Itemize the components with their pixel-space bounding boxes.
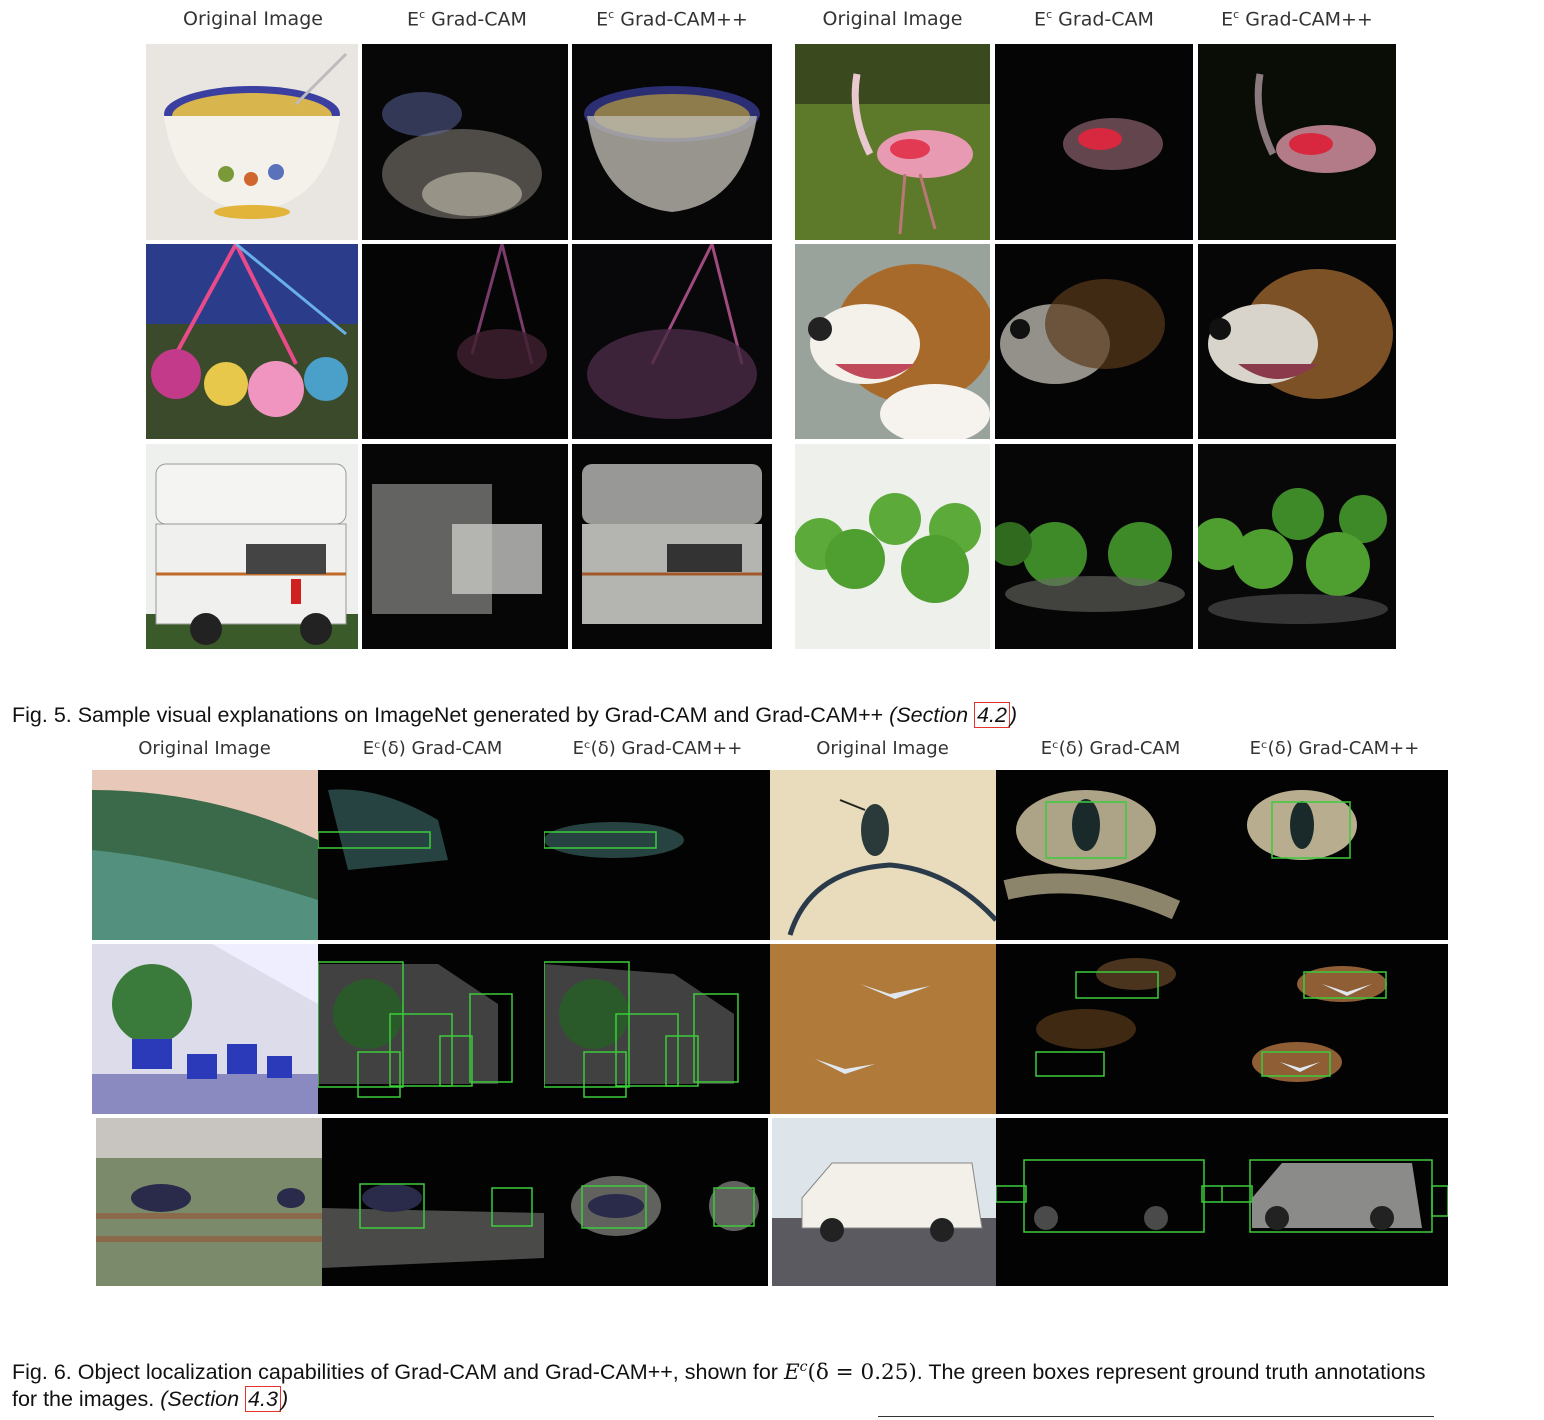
fig5-image-apples-gradcampp [1198, 444, 1396, 649]
fig6-image-hillside-original [92, 770, 318, 940]
dog-gradcam-heatmap [995, 244, 1193, 439]
horses-illustration [96, 1118, 322, 1286]
van-gradcampp-bbox [1222, 1118, 1448, 1286]
fig6-image-birds-gradcam [996, 944, 1222, 1114]
fig5-header-gradcam-left: Ec Grad-CAM [407, 8, 527, 31]
fig6-header-gradcampp-left: Eᶜ(δ) Grad-CAM++ [572, 738, 743, 759]
fig6-image-horses-gradcampp [544, 1118, 768, 1286]
fig5-image-dog-gradcam [995, 244, 1193, 439]
rv-gradcampp-heatmap [572, 444, 772, 649]
fig6-image-plants-gradcam [318, 944, 544, 1114]
fig5-header-gradcam-right: Ec Grad-CAM [1034, 8, 1154, 31]
fig5-image-spoonbill-gradcampp [1198, 44, 1396, 240]
fig6-image-hummingbird-original [770, 770, 996, 940]
fig6-image-horses-original [96, 1118, 322, 1286]
fig5-section-ref-link[interactable]: 4.2 [974, 702, 1010, 728]
fig5-image-dog-gradcampp [1198, 244, 1396, 439]
fig5-header-original-left: Original Image [183, 8, 323, 30]
fig5-image-festival-gradcam [362, 244, 568, 439]
fig5-image-dog-original [795, 244, 990, 439]
fig6-caption-line2: for the images. (Section 4.3) [12, 1386, 289, 1413]
apples-gradcam-heatmap [995, 444, 1193, 649]
plants-illustration [92, 944, 318, 1114]
van-gradcam-bbox [996, 1118, 1222, 1286]
apples-illustration [795, 444, 990, 649]
plants-gradcam-bbox [318, 944, 544, 1114]
fig5-image-rv-original [146, 444, 358, 649]
fig6-image-birds-gradcampp [1222, 944, 1448, 1114]
fig6-header-original-right: Original Image [816, 738, 949, 759]
dog-illustration [795, 244, 990, 439]
birds-gradcampp-bbox [1222, 944, 1448, 1114]
fig5-image-spoonbill-original [795, 44, 990, 240]
birds-illustration [770, 944, 996, 1114]
dog-gradcampp-heatmap [1198, 244, 1396, 439]
fig6-header-gradcam-right: Eᶜ(δ) Grad-CAM [1040, 738, 1181, 759]
bowl-gradcampp-heatmap [572, 44, 772, 240]
hillside-illustration [92, 770, 318, 940]
van-illustration [772, 1118, 996, 1286]
birds-gradcam-bbox [996, 944, 1222, 1114]
spoonbill-illustration [795, 44, 990, 240]
hummingbird-illustration [770, 770, 996, 940]
hummingbird-gradcampp-bbox [1222, 770, 1448, 940]
spoonbill-gradcam-heatmap [995, 44, 1193, 240]
fig5-image-rv-gradcampp [572, 444, 772, 649]
fig5-image-festival-gradcampp [572, 244, 772, 439]
fig6-image-hummingbird-gradcam [996, 770, 1222, 940]
horses-gradcam-bbox [322, 1118, 544, 1286]
fig6-image-van-original [772, 1118, 996, 1286]
fig5-header-gradcampp-right: Ec Grad-CAM++ [1221, 8, 1373, 31]
rv-gradcam-heatmap [362, 444, 568, 649]
bowl-gradcam-heatmap [362, 44, 568, 240]
fig5-image-apples-original [795, 444, 990, 649]
hillside-gradcam-bbox [318, 770, 544, 940]
fig6-caption-math: Ec(δ = 0.25) [783, 1359, 917, 1386]
fig5-image-bowl-original [146, 44, 358, 240]
fig6-image-hillside-gradcam [318, 770, 544, 940]
horses-gradcampp-bbox [544, 1118, 768, 1286]
hummingbird-gradcam-bbox [996, 770, 1222, 940]
fig6-section-ref-link[interactable]: 4.3 [245, 1386, 281, 1413]
fig5-image-festival-original [146, 244, 358, 439]
fig5-header-gradcampp-left: Ec Grad-CAM++ [596, 8, 748, 31]
apples-gradcampp-heatmap [1198, 444, 1396, 649]
fig6-header-gradcampp-right: Eᶜ(δ) Grad-CAM++ [1249, 738, 1420, 759]
rv-illustration [146, 444, 358, 649]
spoonbill-gradcampp-heatmap [1198, 44, 1396, 240]
fig5-image-bowl-gradcam [362, 44, 568, 240]
fig5-header-original-right: Original Image [822, 8, 963, 30]
fig5-image-rv-gradcam [362, 444, 568, 649]
festival-gradcampp-heatmap [572, 244, 772, 439]
fig6-header-original-left: Original Image [138, 738, 271, 759]
fig5-image-bowl-gradcampp [572, 44, 772, 240]
bowl-illustration [146, 44, 358, 240]
festival-illustration [146, 244, 358, 439]
fig6-image-birds-original [770, 944, 996, 1114]
fig5-image-spoonbill-gradcam [995, 44, 1193, 240]
fig6-image-plants-original [92, 944, 318, 1114]
fig6-image-van-gradcam [996, 1118, 1222, 1286]
fig6-caption: Fig. 6. Object localization capabilities… [12, 1354, 1532, 1413]
hillside-gradcampp-bbox [544, 770, 770, 940]
fig5-image-apples-gradcam [995, 444, 1193, 649]
fig5-caption: Fig. 5. Sample visual explanations on Im… [12, 702, 1018, 728]
plants-gradcampp-bbox [544, 944, 770, 1114]
fig6-caption-line1: Fig. 6. Object localization capabilities… [12, 1359, 1426, 1386]
fig6-header-gradcam-left: Eᶜ(δ) Grad-CAM [362, 738, 503, 759]
fig6-image-hillside-gradcampp [544, 770, 770, 940]
table-top-rule [878, 1416, 1434, 1417]
fig6-image-van-gradcampp [1222, 1118, 1448, 1286]
fig6-image-hummingbird-gradcampp [1222, 770, 1448, 940]
festival-gradcam-heatmap [362, 244, 568, 439]
fig6-image-plants-gradcampp [544, 944, 770, 1114]
fig6-image-horses-gradcam [322, 1118, 544, 1286]
